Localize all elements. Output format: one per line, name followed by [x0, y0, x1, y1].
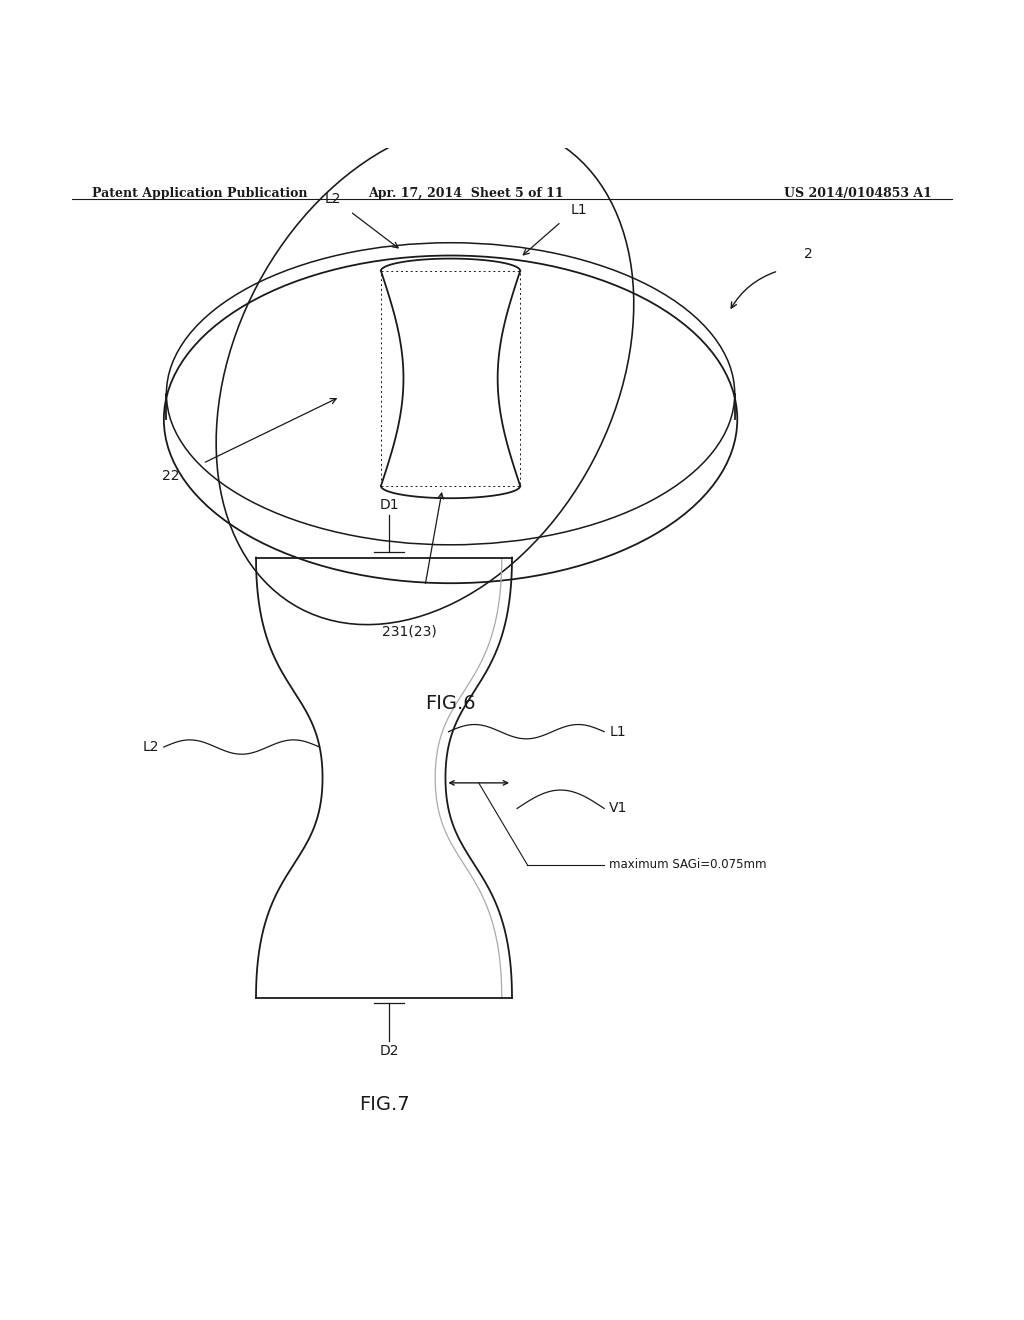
Text: L1: L1: [570, 202, 587, 216]
Text: Apr. 17, 2014  Sheet 5 of 11: Apr. 17, 2014 Sheet 5 of 11: [368, 187, 564, 199]
Text: D2: D2: [379, 1044, 399, 1059]
Text: FIG.7: FIG.7: [358, 1096, 410, 1114]
Text: L2: L2: [142, 741, 159, 754]
Text: L1: L1: [609, 725, 626, 739]
Text: Patent Application Publication: Patent Application Publication: [92, 187, 307, 199]
Text: V1: V1: [609, 801, 628, 816]
Text: 231(23): 231(23): [382, 624, 437, 638]
Text: maximum SAGi=0.075mm: maximum SAGi=0.075mm: [609, 858, 767, 871]
Text: L2: L2: [325, 193, 341, 206]
Text: FIG.6: FIG.6: [425, 694, 476, 713]
Text: US 2014/0104853 A1: US 2014/0104853 A1: [784, 187, 932, 199]
Text: 2: 2: [804, 247, 813, 260]
Text: 22: 22: [162, 469, 179, 483]
Text: D1: D1: [379, 498, 399, 512]
